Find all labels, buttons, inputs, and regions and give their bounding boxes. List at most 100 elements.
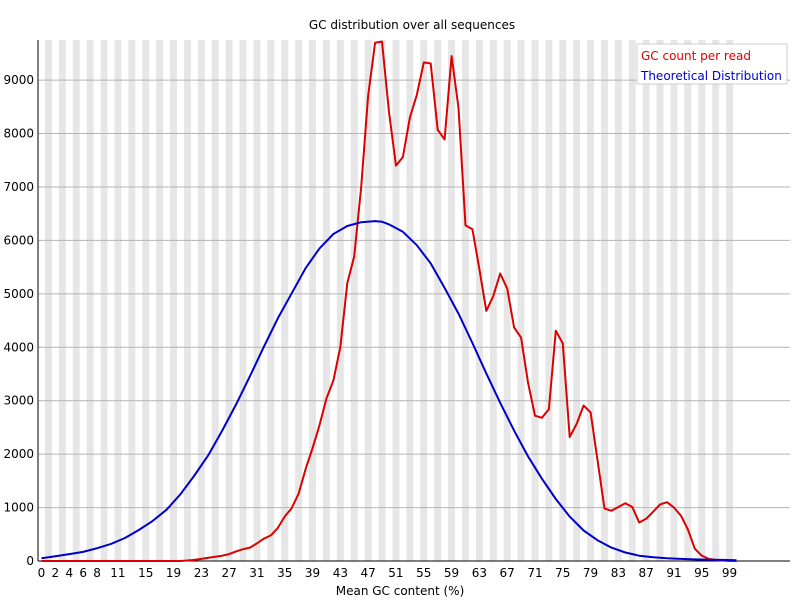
background-stripe [267, 40, 275, 561]
x-tick-label: 39 [305, 566, 320, 580]
series-lines [41, 40, 737, 562]
background-stripe [531, 40, 539, 561]
x-tick-label: 71 [527, 566, 542, 580]
y-tick-label: 5000 [3, 287, 34, 301]
x-tick-label: 31 [249, 566, 264, 580]
x-tick-label: 8 [93, 566, 101, 580]
x-tick-label: 47 [361, 566, 376, 580]
background-stripe [281, 40, 289, 561]
y-tick-label: 6000 [3, 233, 34, 247]
x-tick-label: 67 [500, 566, 515, 580]
background-stripe [239, 40, 247, 561]
background-stripe [72, 40, 80, 561]
background-stripe [392, 40, 400, 561]
x-tick-labels: 0 2 4 6 8 11 15 19 23 27 31 35 39 43 47 51 55 59 63 67 71 75 7… [38, 566, 738, 580]
background-stripe [183, 40, 191, 561]
x-tick-label: 59 [444, 566, 459, 580]
background-stripe [489, 40, 497, 561]
x-tick-label: 43 [333, 566, 348, 580]
series-line-gc-count [41, 40, 737, 562]
chart-title: GC distribution over all sequences [309, 18, 515, 32]
background-stripe [712, 40, 720, 561]
background-stripe [225, 40, 233, 561]
y-tick-label: 8000 [3, 127, 34, 141]
background-stripe [628, 40, 636, 561]
background-stripe [420, 40, 428, 561]
y-tick-label: 2000 [3, 447, 34, 461]
x-tick-label: 19 [166, 566, 181, 580]
background-stripe [197, 40, 205, 561]
background-stripe [503, 40, 511, 561]
horizontal-gridlines [38, 79, 790, 509]
y-tick-label: 0 [26, 554, 34, 568]
background-stripe [656, 40, 664, 561]
background-stripe [406, 40, 414, 561]
background-stripe [545, 40, 553, 561]
background-stripe [517, 40, 525, 561]
background-stripe [295, 40, 303, 561]
background-stripe [434, 40, 442, 561]
y-tick-label: 3000 [3, 394, 34, 408]
x-tick-label: 83 [611, 566, 626, 580]
y-tick-label: 7000 [3, 180, 34, 194]
x-tick-label: 27 [221, 566, 236, 580]
background-stripe [364, 40, 372, 561]
background-stripe [726, 40, 734, 561]
y-tick-label: 1000 [3, 501, 34, 515]
y-tick-label: 9000 [3, 73, 34, 87]
legend-entry-gc-count: GC count per read [641, 49, 751, 63]
x-tick-label: 95 [694, 566, 709, 580]
background-stripe [86, 40, 94, 561]
x-tick-label: 2 [52, 566, 60, 580]
background-stripe [211, 40, 219, 561]
background-stripe [156, 40, 164, 561]
background-stripe [587, 40, 595, 561]
x-tick-label: 63 [472, 566, 487, 580]
x-tick-label: 51 [388, 566, 403, 580]
x-tick-label: 0 [38, 566, 46, 580]
x-tick-label: 4 [65, 566, 73, 580]
x-tick-label: 15 [138, 566, 153, 580]
legend-entry-theoretical: Theoretical Distribution [640, 69, 782, 83]
background-stripe [559, 40, 567, 561]
series-line-theoretical [41, 220, 737, 562]
x-tick-label: 75 [555, 566, 570, 580]
background-stripe [614, 40, 622, 561]
x-tick-label: 11 [110, 566, 125, 580]
background-stripe [475, 40, 483, 561]
background-stripe [573, 40, 581, 561]
background-stripe [58, 40, 66, 561]
background-stripe [336, 40, 344, 561]
x-tick-label: 91 [666, 566, 681, 580]
background-stripe [170, 40, 178, 561]
background-stripe [670, 40, 678, 561]
background-stripe [350, 40, 358, 561]
x-tick-label: 99 [722, 566, 737, 580]
x-tick-label: 55 [416, 566, 431, 580]
x-tick-label: 79 [583, 566, 598, 580]
background-stripe [461, 40, 469, 561]
y-tick-labels: 0 1000 2000 3000 4000 5000 6000 7000 8000 9000 [3, 73, 34, 568]
background-stripe [642, 40, 650, 561]
background-stripe [114, 40, 122, 561]
background-stripe [253, 40, 261, 561]
background-stripe [309, 40, 317, 561]
background-stripe [600, 40, 608, 561]
background-stripe [100, 40, 108, 561]
x-tick-label: 6 [79, 566, 87, 580]
x-tick-label: 35 [277, 566, 292, 580]
legend: GC count per read Theoretical Distributi… [636, 43, 788, 85]
background-stripe [44, 40, 52, 561]
x-tick-label: 87 [639, 566, 654, 580]
x-tick-label: 23 [194, 566, 209, 580]
background-stripe [698, 40, 706, 561]
background-stripe [684, 40, 692, 561]
legend-box [636, 43, 788, 85]
background-stripe [128, 40, 136, 561]
background-stripe [378, 40, 386, 561]
background-stripe [142, 40, 150, 561]
background-stripes [44, 40, 734, 561]
x-axis-label: Mean GC content (%) [336, 584, 465, 598]
y-tick-label: 4000 [3, 340, 34, 354]
